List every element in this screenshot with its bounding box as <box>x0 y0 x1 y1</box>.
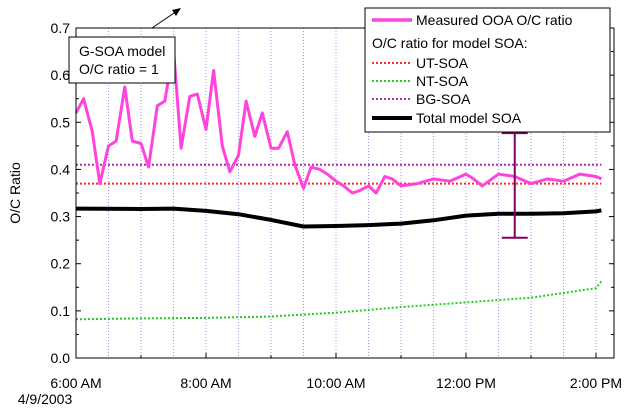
y-tick-label: 0.2 <box>51 256 71 272</box>
legend-label-total: Total model SOA <box>416 110 522 126</box>
y-tick-label: 0.5 <box>51 114 71 130</box>
y-tick-label: 0.6 <box>51 67 71 83</box>
y-tick-label: 0.1 <box>51 303 71 319</box>
date-label: 4/9/2003 <box>18 391 73 407</box>
x-tick-label: 8:00 AM <box>180 375 231 391</box>
annotation-box: G-SOA model O/C ratio = 1 <box>68 36 176 84</box>
legend-label-ut: UT-SOA <box>416 55 469 71</box>
legend-label-measured: Measured OOA O/C ratio <box>416 12 573 28</box>
y-axis-title: O/C Ratio <box>7 162 23 224</box>
axis-ticks: 0.0 0.1 0.2 0.3 0.4 0.5 0.6 0.7 6:00 AM 8:00 AM 10… <box>50 20 622 391</box>
y-tick-label: 0.4 <box>51 161 71 177</box>
x-tick-label: 12:00 PM <box>436 375 496 391</box>
annotation-line2: O/C ratio = 1 <box>79 61 159 77</box>
arrow-icon <box>151 8 181 29</box>
x-tick-label: 6:00 AM <box>50 375 101 391</box>
x-tick-label: 10:00 AM <box>306 375 365 391</box>
y-tick-label: 0.3 <box>51 209 71 225</box>
series-layer <box>74 47 603 321</box>
error-bar <box>501 132 528 239</box>
series-line-nt-soa <box>75 280 603 321</box>
legend-label-bg: BG-SOA <box>416 91 471 107</box>
legend-label-nt: NT-SOA <box>416 73 469 89</box>
series-line-total-model-soa <box>75 206 602 229</box>
y-tick-label: 0.0 <box>51 350 71 366</box>
legend-header: O/C ratio for model SOA: <box>372 35 528 51</box>
series-line-measured-ooa-o-c-ratio <box>74 47 603 195</box>
annotation-line1: G-SOA model <box>79 43 165 59</box>
legend: Measured OOA O/C ratio O/C ratio for mod… <box>364 7 611 133</box>
y-tick-label: 0.7 <box>51 20 71 36</box>
x-tick-label: 2:00 PM <box>570 375 622 391</box>
